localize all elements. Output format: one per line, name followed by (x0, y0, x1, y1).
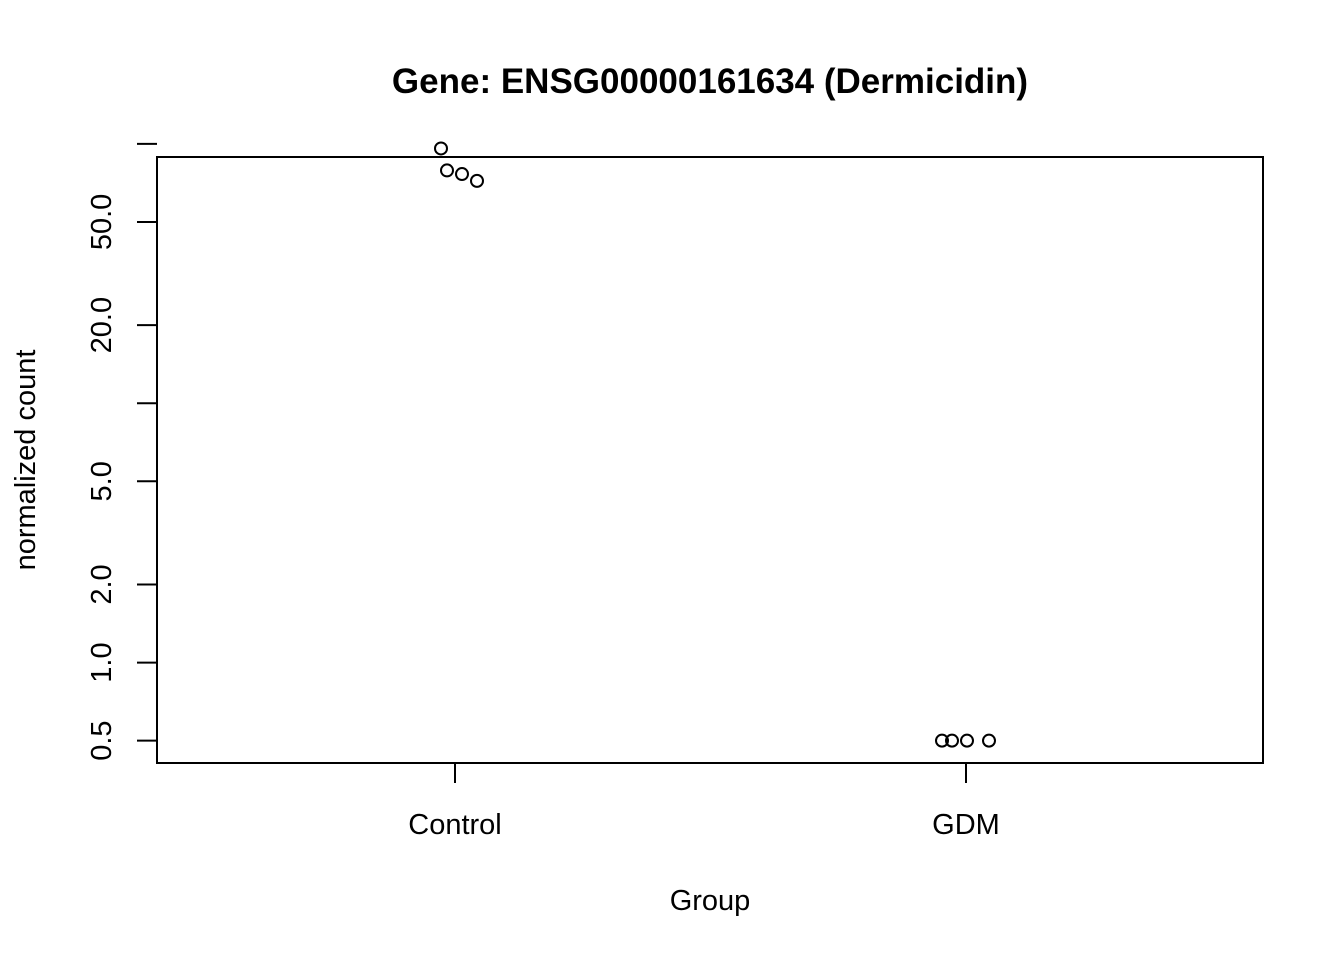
data-point (440, 163, 454, 178)
data-point (470, 173, 484, 188)
chart-title: Gene: ENSG00000161634 (Dermicidin) (392, 62, 1028, 101)
data-point (982, 733, 996, 748)
data-point (935, 733, 949, 748)
y-tick-label: 20.0 (86, 297, 118, 353)
y-tick-label: 50.0 (86, 194, 118, 250)
x-axis: Control GDM (408, 763, 1000, 841)
x-tick-label: Control (408, 809, 502, 841)
x-axis-label: Group (670, 885, 751, 917)
y-axis: 0.5 1.0 2.0 5.0 20.0 50.0 (86, 142, 157, 761)
data-point (960, 733, 974, 748)
data-point (434, 141, 448, 156)
x-tick-label: GDM (932, 809, 1000, 841)
data-point (455, 167, 469, 182)
y-tick-label: 0.5 (86, 720, 118, 760)
y-axis-label: normalized count (10, 350, 42, 571)
plot-frame (156, 156, 1264, 764)
y-tick-label: 5.0 (86, 461, 118, 501)
y-tick-label: 1.0 (86, 642, 118, 682)
y-tick-label: 2.0 (86, 564, 118, 604)
data-point (945, 733, 959, 748)
data-points (434, 141, 996, 748)
